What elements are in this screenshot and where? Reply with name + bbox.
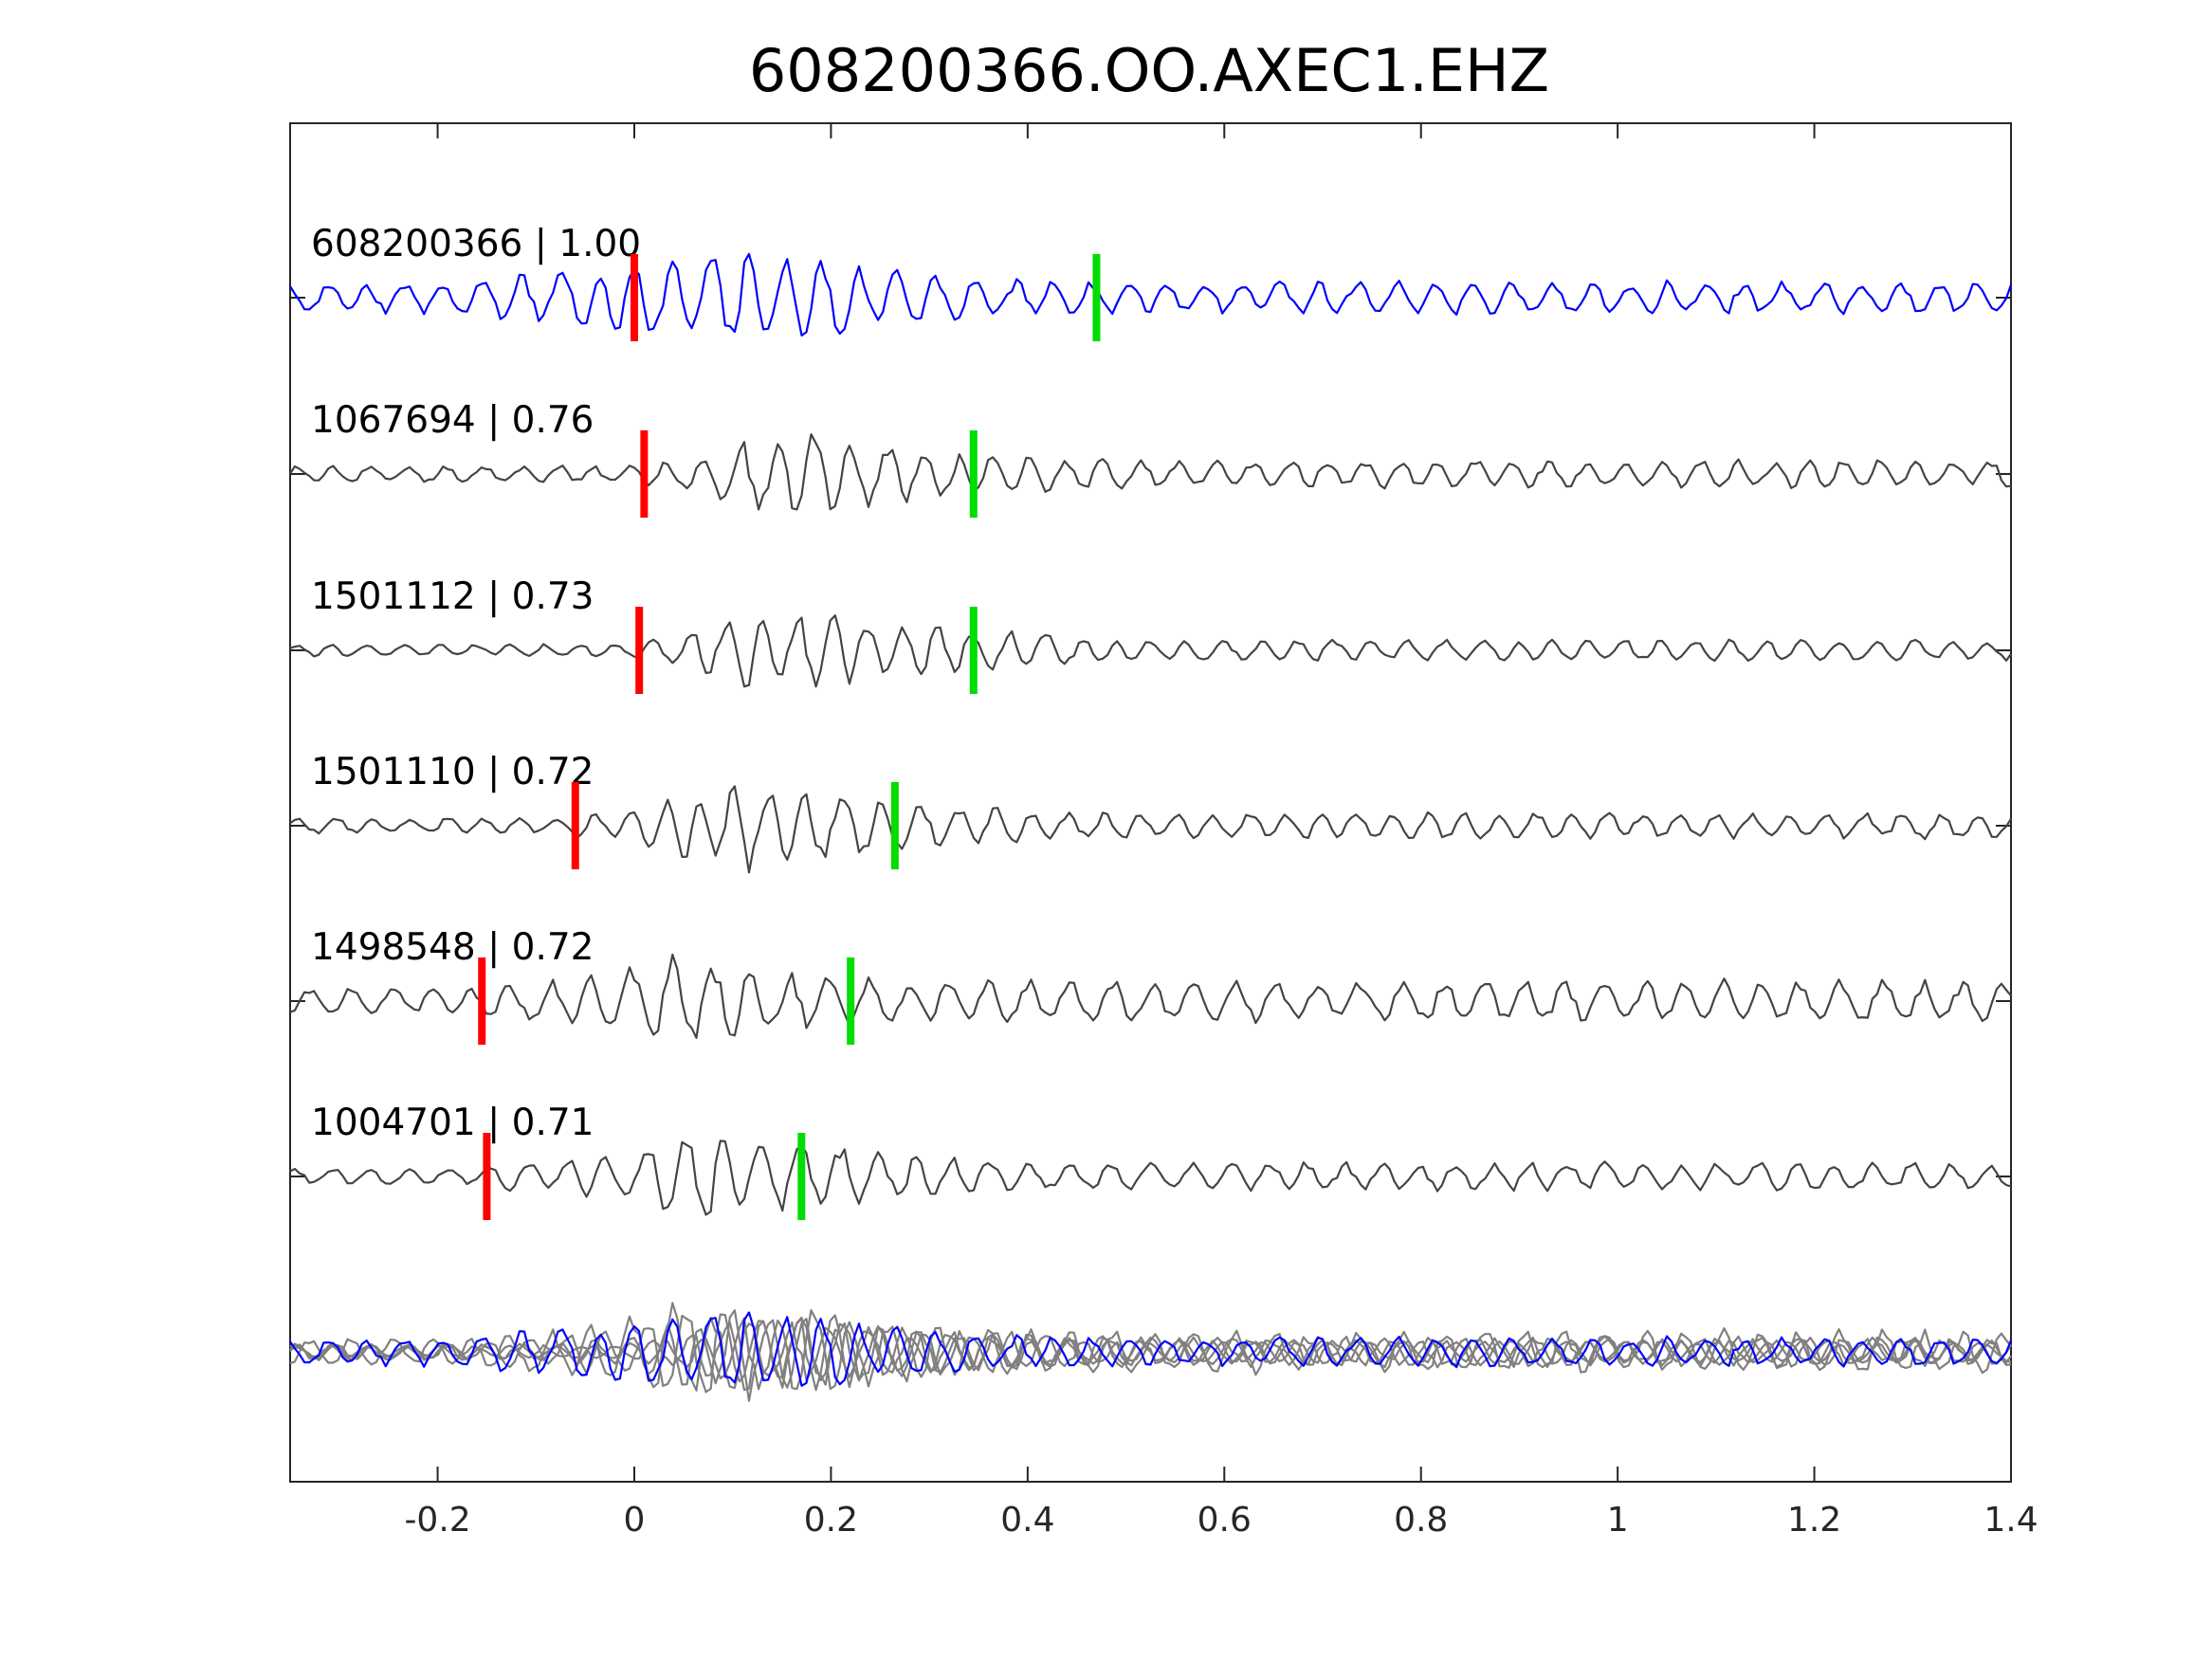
- x-tick-label: 1.2: [1787, 1501, 1841, 1540]
- trace-label: 1067694 | 0.76: [311, 399, 594, 442]
- trace-line: [289, 1139, 2012, 1216]
- x-tick-label: 0.2: [804, 1501, 858, 1540]
- trace-label: 1498548 | 0.72: [311, 926, 594, 969]
- trace-label: 1004701 | 0.71: [311, 1102, 594, 1144]
- trace-stack: [289, 252, 2013, 1216]
- x-tick-label: 0.8: [1394, 1501, 1448, 1540]
- overlay-template-line: [289, 1311, 2013, 1387]
- overlay-panel: [289, 1302, 2013, 1402]
- trace-labels: 608200366 | 1.00 1067694 | 0.76 1501112 | …: [311, 223, 641, 1144]
- x-tick-label: 0.4: [1000, 1501, 1054, 1540]
- trace-label: 1501110 | 0.72: [311, 751, 594, 793]
- x-tick-label: 1.4: [1983, 1501, 2038, 1540]
- trace-line: [289, 252, 2013, 337]
- chart-title: 608200366.OO.AXEC1.EHZ: [749, 36, 1549, 105]
- x-tick-label: -0.2: [404, 1501, 470, 1540]
- trace-line: [289, 433, 2012, 511]
- trace-label: 1501112 | 0.73: [311, 575, 594, 618]
- x-tick-label: 0.6: [1197, 1501, 1252, 1540]
- phase-picks: [478, 254, 1101, 1220]
- trace-line: [289, 614, 2012, 688]
- x-tick-label: 1: [1607, 1501, 1629, 1540]
- trace-line: [289, 785, 2012, 874]
- overlay-match-line: [289, 1302, 2012, 1392]
- trace-label: 608200366 | 1.00: [311, 223, 641, 265]
- x-tick-label: 0: [624, 1501, 646, 1540]
- plot-axes: -0.2 0 0.2 0.4 0.6 0.8 1 1.2 1.4: [289, 122, 2038, 1540]
- overlay-match-line: [289, 1313, 2012, 1394]
- axes-frame: [289, 122, 2012, 1483]
- trace-line: [289, 953, 2012, 1039]
